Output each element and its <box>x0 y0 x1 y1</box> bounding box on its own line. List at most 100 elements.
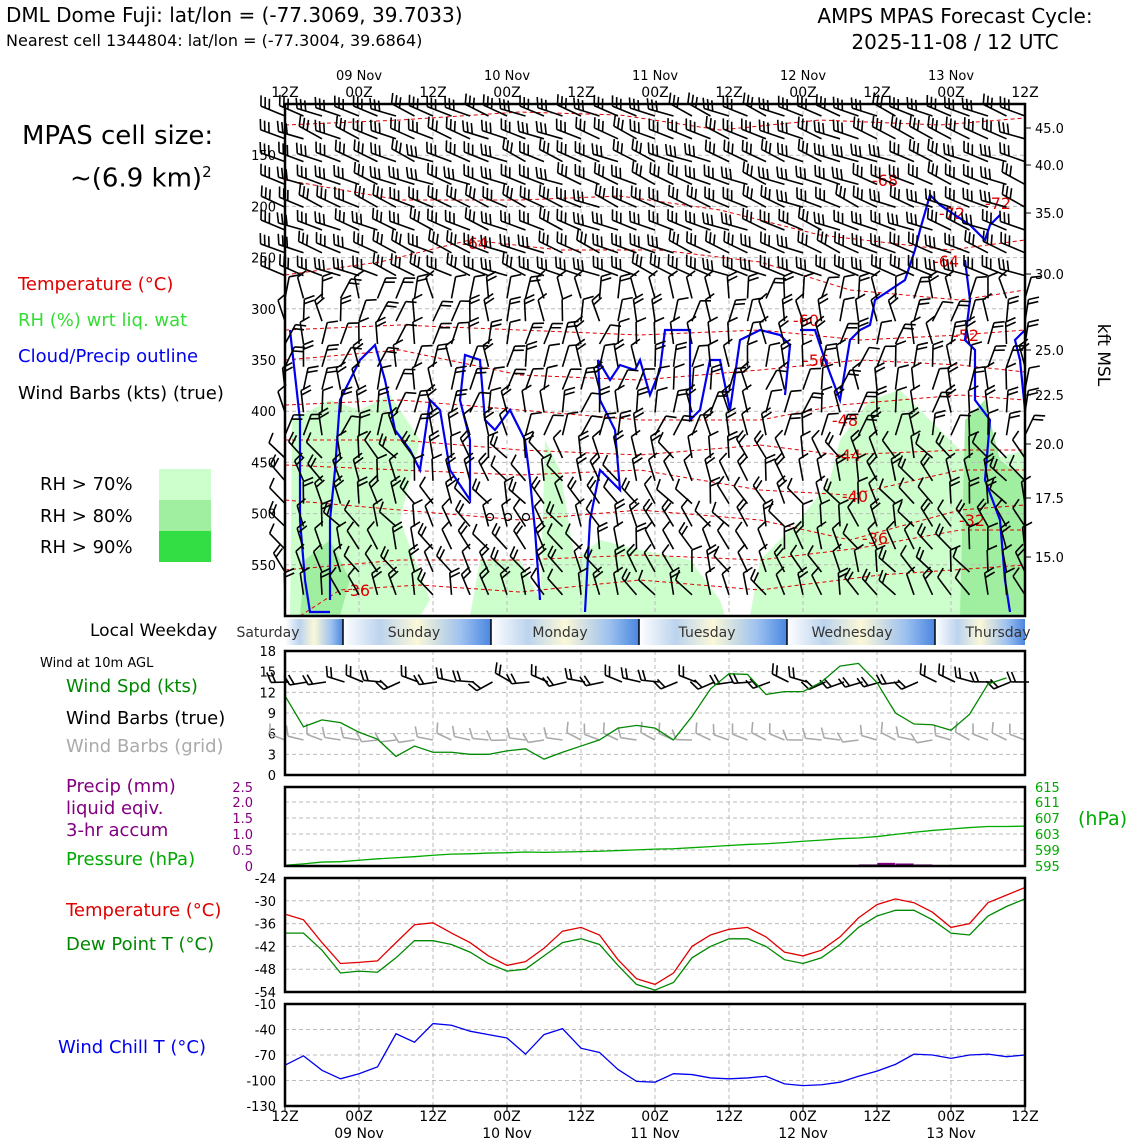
wind-barb <box>617 272 632 299</box>
wind-barb-flag <box>781 343 792 351</box>
wind-barb-staff <box>955 731 970 741</box>
wind-barb-flag <box>315 232 318 243</box>
wind-barb-flag <box>586 476 594 486</box>
wind-barb <box>1008 454 1026 482</box>
wind-barb-flag <box>491 522 498 534</box>
wind-barb <box>968 365 986 390</box>
wind-barb-flag <box>615 187 618 199</box>
xsec-kft-tick-label: 25.0 <box>1035 344 1064 359</box>
wind-barb <box>979 166 1007 186</box>
wind-barb-flag <box>484 167 488 179</box>
wind-barb-staff <box>820 367 824 390</box>
wind-barb-flag <box>704 452 715 461</box>
wind-barb <box>368 475 380 504</box>
wind-barb-flag <box>372 252 376 264</box>
wind-barb <box>686 231 711 254</box>
wind-barb-flag <box>982 93 985 105</box>
wind-barb-flag <box>453 143 456 155</box>
wind-barb-flag <box>460 525 468 535</box>
wind-barb <box>284 414 305 436</box>
wind-barb <box>339 386 353 413</box>
wind-barb-flag <box>546 523 553 534</box>
wind-barb-staff <box>963 459 971 481</box>
wind-panel-y-tick-label: 9 <box>268 707 276 722</box>
xsec-kft-tick-label: 15.0 <box>1035 551 1064 566</box>
wind-barb <box>567 476 582 505</box>
wind-barb-staff <box>765 390 773 413</box>
wind-barb-staff <box>863 681 882 688</box>
wind-barb-flag <box>735 298 747 301</box>
wind-barb-flag <box>815 254 818 266</box>
wind-barb <box>983 566 996 595</box>
wind-barb <box>575 338 587 367</box>
wind-barb-flag <box>394 119 397 131</box>
wind-barb-flag <box>637 390 649 396</box>
wind-barb-grid <box>414 726 434 741</box>
wind-barb-staff <box>727 321 730 345</box>
weekday-band <box>935 619 1025 645</box>
wind-barb <box>428 407 440 436</box>
wind-barb <box>667 270 679 299</box>
wind-barb-flag <box>992 325 1004 328</box>
wind-barb-flag <box>993 349 1005 352</box>
wind-barb-flag <box>920 498 929 509</box>
wind-barb-staff <box>653 321 656 345</box>
temp-panel-frame <box>283 876 1027 994</box>
wind-barb-flag <box>919 280 931 283</box>
wind-barb-flag <box>509 546 516 557</box>
temperature-contour-label: -32 <box>959 511 985 530</box>
wind-barb-flag <box>569 479 577 491</box>
wind-barb-staff <box>509 737 526 741</box>
wind-barb <box>833 384 845 413</box>
wind-barb-flag <box>467 234 470 246</box>
wind-barb <box>583 545 601 573</box>
wind-barb-flag <box>327 320 338 324</box>
wind-barb <box>506 318 521 345</box>
wind-barb-flag <box>868 414 879 418</box>
wind-barb-flag <box>336 258 340 270</box>
wind-barb <box>816 521 827 550</box>
wind-barb-flag <box>978 502 987 512</box>
wind-barb-flag <box>780 338 791 346</box>
wind-barb-staff <box>469 392 481 413</box>
wind-barb-flag <box>659 365 670 369</box>
wind-barb <box>908 406 920 436</box>
wind-barb-flag <box>268 432 274 444</box>
wind-barb-flag <box>259 141 262 153</box>
wind-barb-staff <box>308 681 327 686</box>
wind-barb-staff <box>395 324 407 345</box>
wind-barb-flag <box>615 211 618 222</box>
pressure-y-tick-label: 611 <box>1035 796 1060 811</box>
wind-barb-flag <box>945 384 956 392</box>
wind-barb-staff <box>691 345 700 368</box>
wind-barb-flag <box>597 96 600 108</box>
wind-barb-flag <box>467 165 470 177</box>
wind-barb-flag <box>847 413 859 416</box>
wind-barb <box>1004 316 1016 345</box>
wind-barb-flag <box>873 190 876 201</box>
wind-barb-flag <box>761 407 772 415</box>
wind-barb-staff <box>503 481 508 504</box>
wind-barb-staff <box>476 681 493 692</box>
wind-barb <box>878 569 897 596</box>
wind-barb <box>753 430 767 459</box>
wind-barb-flag <box>764 187 767 198</box>
wind-barb <box>322 501 342 528</box>
wind-barb <box>334 139 360 163</box>
wind-barb-flag <box>333 543 343 552</box>
wind-barb-staff <box>548 681 567 688</box>
wind-barb-flag <box>888 164 891 176</box>
wind-barb-flag <box>380 364 392 369</box>
wind-barb <box>1024 365 1040 390</box>
wind-barb-flag <box>270 672 277 683</box>
wind-barb-flag <box>463 452 474 461</box>
wind-barb <box>997 121 1026 140</box>
wind-barb <box>295 543 305 573</box>
wind-barb <box>471 478 490 505</box>
xsec-y-tick-label: 250 <box>251 252 276 267</box>
wind-barb <box>611 209 637 231</box>
wind-barb-staff <box>573 277 582 299</box>
wind-barb-flag <box>1002 543 1013 552</box>
bottom-time-tick-label: 00Z <box>641 1109 668 1125</box>
wind-barb-flag <box>826 342 838 347</box>
